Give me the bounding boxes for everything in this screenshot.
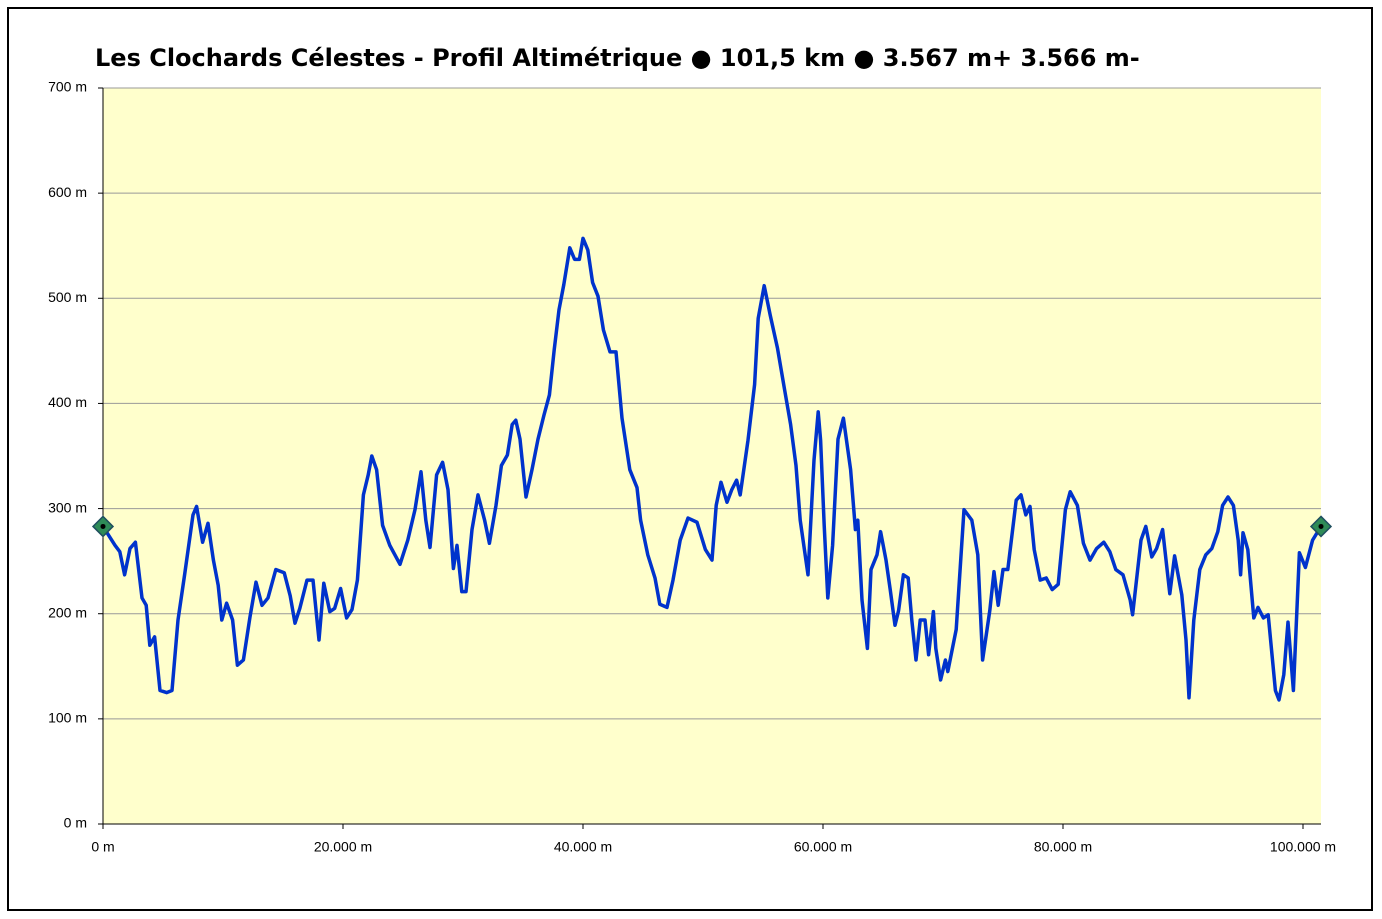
plot-area — [103, 88, 1321, 824]
end-marker-dot — [1318, 523, 1324, 529]
x-tick-label: 0 m — [91, 839, 114, 855]
y-tick-label: 300 m — [48, 499, 87, 515]
x-tick-label: 80.000 m — [1034, 839, 1092, 855]
y-tick-label: 700 m — [48, 79, 87, 95]
x-tick-label: 20.000 m — [314, 839, 372, 855]
y-tick-label: 0 m — [64, 815, 87, 831]
profile-line — [101, 236, 1323, 702]
y-tick-label: 200 m — [48, 604, 87, 620]
y-tick-label: 100 m — [48, 710, 87, 726]
x-tick-label: 40.000 m — [554, 839, 612, 855]
x-tick-label: 60.000 m — [794, 839, 852, 855]
y-tick-label: 400 m — [48, 394, 87, 410]
chart-title: Les Clochards Célestes - Profil Altimétr… — [95, 44, 1140, 72]
y-tick-label: 600 m — [48, 184, 87, 200]
x-tick-label: 100.000 m — [1270, 839, 1336, 855]
end-marker-dot — [100, 523, 106, 529]
y-tick-label: 500 m — [48, 289, 87, 305]
